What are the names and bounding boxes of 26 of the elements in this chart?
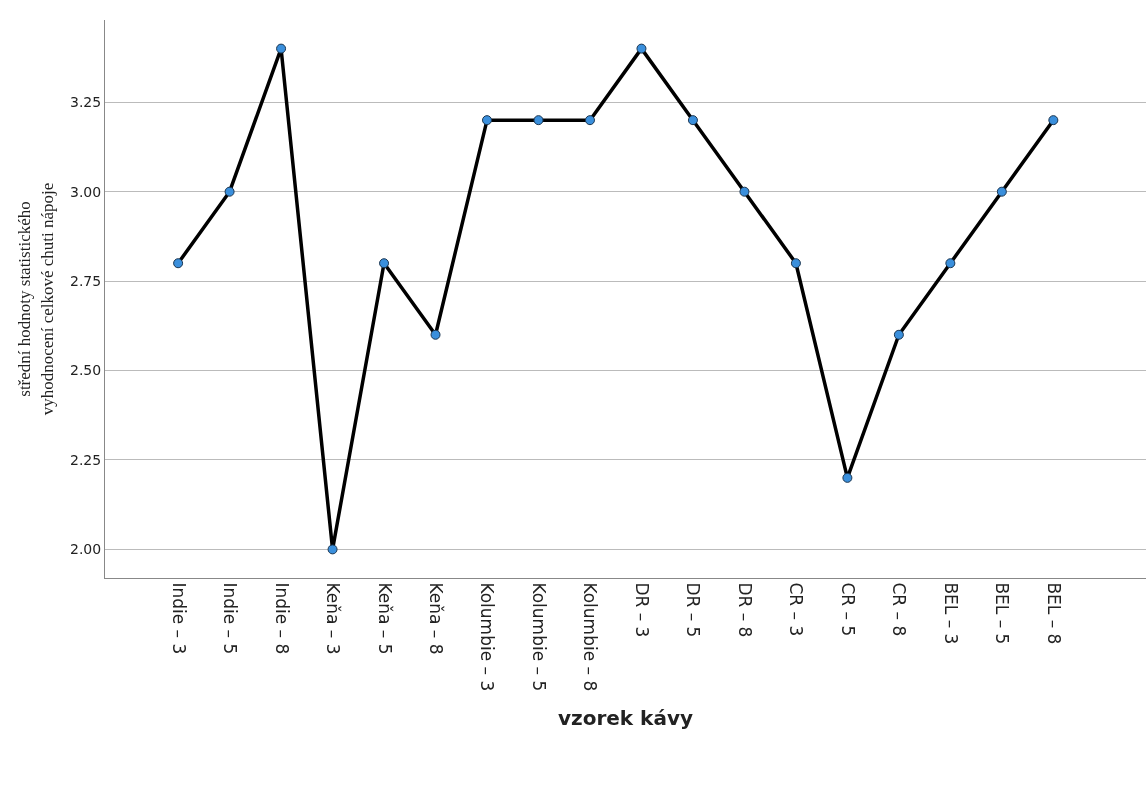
x-tick-label: Kolumbie – 5 [528, 582, 549, 692]
x-tick-label: Indie – 8 [271, 582, 292, 655]
x-tick-label: DR – 3 [631, 582, 652, 638]
x-tick-label: CR – 8 [889, 582, 910, 637]
x-tick-label: Keňa – 5 [374, 582, 395, 655]
x-tick-label: Indie – 5 [220, 582, 241, 655]
x-tick-label: Keňa – 3 [323, 582, 344, 655]
y-axis-title: střední hodnoty statistického vyhodnocení celkové chuti nápoje [15, 182, 57, 416]
x-tick-label: Keňa – 8 [426, 582, 447, 655]
x-tick-label: CR – 5 [837, 582, 858, 637]
x-axis-title: vzorek kávy [558, 705, 693, 730]
y-tick-label: 3.25 [70, 94, 102, 111]
x-tick-label: DR – 8 [734, 582, 755, 638]
x-tick-label: Indie – 3 [168, 582, 189, 655]
x-tick-label: DR – 5 [683, 582, 704, 638]
x-tick-label: BEL – 3 [940, 582, 961, 645]
y-tick-label: 2.00 [70, 541, 102, 558]
y-tick-label: 2.50 [70, 362, 102, 379]
y-tick-label: 2.25 [70, 451, 102, 468]
y-tick-label: 2.75 [70, 273, 102, 290]
x-tick-label: Kolumbie – 8 [580, 582, 601, 692]
x-tick-label: BEL – 5 [992, 582, 1013, 645]
x-tick-label: BEL – 8 [1043, 582, 1064, 645]
x-tick-label: Kolumbie – 3 [477, 582, 498, 692]
x-tick-label: CR – 3 [786, 582, 807, 637]
y-tick-label: 3.00 [70, 183, 102, 200]
